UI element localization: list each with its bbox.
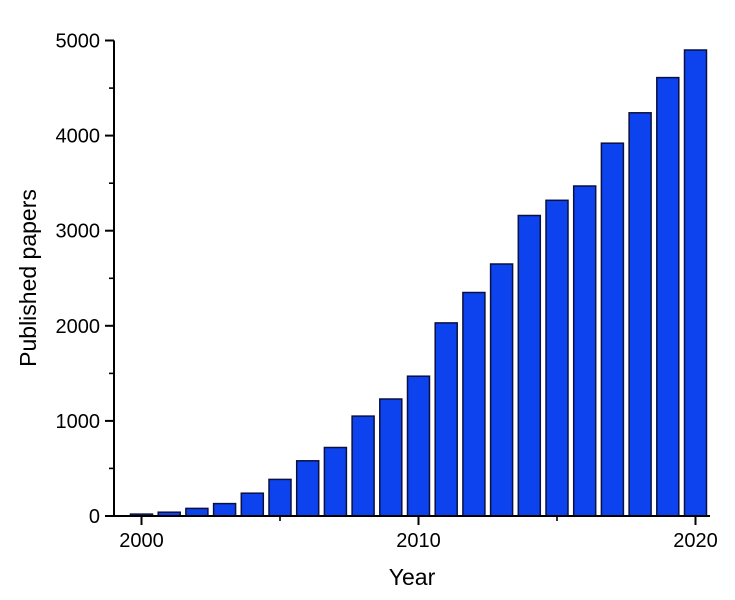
bar-2014 [517,214,542,517]
bar-2002 [185,507,209,517]
bar-2004 [240,492,265,517]
bar-2003 [212,502,237,517]
y-tick-label-0: 0 [89,506,100,528]
bar-2011 [434,322,458,517]
y-tick-label-4000: 4000 [56,126,101,148]
bar-2016 [572,185,597,517]
y-tick-label-3000: 3000 [56,221,101,243]
bar-2013 [489,263,514,517]
y-tick-label-5000: 5000 [56,31,101,53]
y-tick-label-1000: 1000 [56,411,101,433]
y-tick-label-2000: 2000 [56,316,101,338]
bar-2019 [656,76,680,517]
bar-2007 [323,446,348,517]
bar-2015 [545,199,569,517]
x-tick-label-2020: 2020 [673,530,718,552]
bar-2020 [683,49,708,517]
bar-2005 [268,478,292,517]
bar-2018 [628,112,652,517]
x-tick-label-2010: 2010 [396,530,441,552]
bar-2009 [379,398,403,517]
bar-2017 [600,142,625,517]
x-tick-label-2000: 2000 [119,530,164,552]
y-axis-title: Published papers [15,189,41,367]
x-axis-title: Year [389,564,436,590]
bar-2006 [295,460,320,517]
bar-2010 [406,375,431,517]
bar-2008 [351,415,375,517]
bar-2012 [462,291,486,517]
